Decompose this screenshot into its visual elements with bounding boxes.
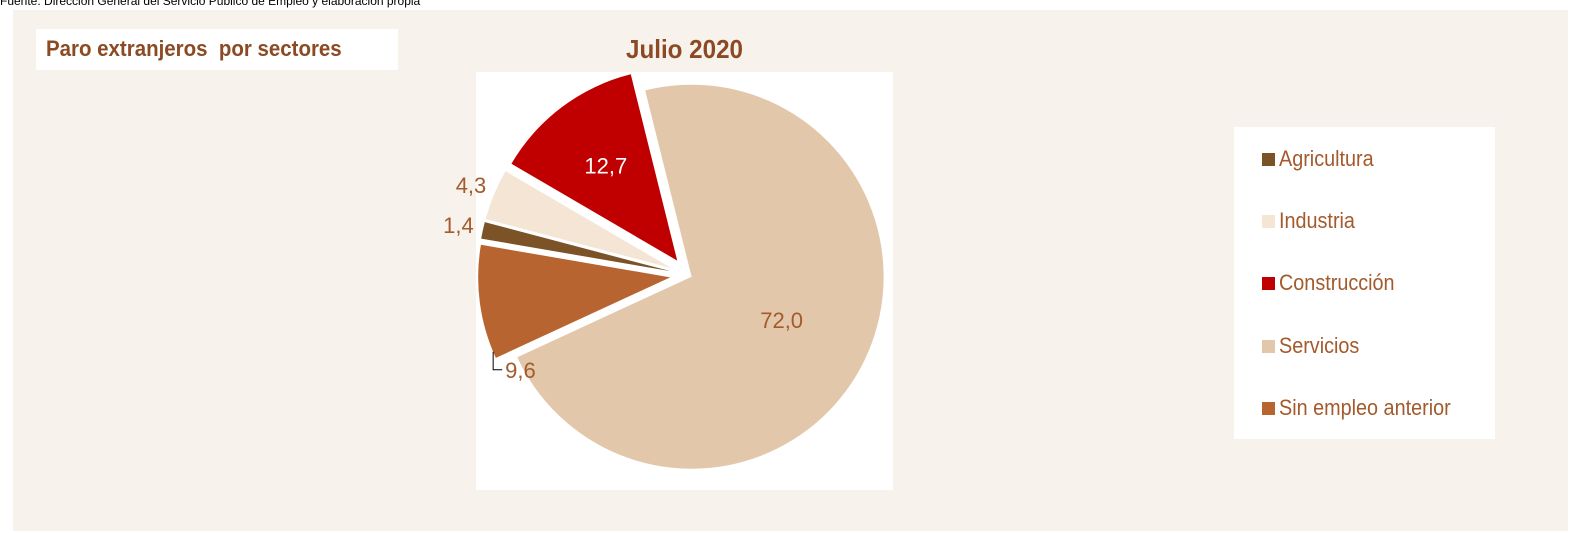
legend-label-sin-empleo-anterior: Sin empleo anterior bbox=[1279, 395, 1451, 420]
data-label-industria: 4,3 bbox=[456, 173, 487, 198]
legend-label-industria: Industria bbox=[1279, 208, 1355, 233]
chart-title: Julio 2020 bbox=[626, 34, 743, 64]
legend-swatch-sin-empleo-anterior bbox=[1262, 401, 1275, 415]
legend-label-servicios: Servicios bbox=[1279, 333, 1360, 358]
legend-item-agricultura: Agricultura bbox=[1262, 144, 1384, 174]
legend-label-agricultura: Agricultura bbox=[1279, 146, 1374, 171]
data-label-servicios: 72,0 bbox=[760, 308, 803, 333]
legend bbox=[1234, 127, 1495, 439]
panel-title-box bbox=[36, 29, 398, 70]
pie-slice-construccion bbox=[511, 74, 678, 261]
legend-swatch-industria bbox=[1262, 214, 1275, 228]
legend-item-servicios: Servicios bbox=[1262, 331, 1368, 361]
legend-item-sin-empleo-anterior: Sin empleo anterior bbox=[1262, 393, 1470, 423]
pie-slice-sin-empleo-anterior bbox=[478, 244, 671, 358]
data-label-sin-empleo-anterior: 9,6 bbox=[505, 358, 536, 383]
legend-item-construccion: Construcción bbox=[1262, 268, 1407, 298]
pie-slice-servicios bbox=[517, 84, 884, 469]
legend-item-industria: Industria bbox=[1262, 206, 1363, 236]
legend-swatch-servicios bbox=[1262, 339, 1275, 353]
data-label-agricultura: 1,4 bbox=[443, 213, 474, 238]
legend-label-construccion: Construcción bbox=[1279, 270, 1395, 295]
pie-slice-industria bbox=[485, 171, 672, 269]
source-note: Fuente: Dirección General del Servicio P… bbox=[0, 0, 421, 8]
data-label-construccion: 12,7 bbox=[584, 153, 627, 178]
pie-slice-agricultura bbox=[481, 222, 671, 272]
legend-swatch-construccion bbox=[1262, 276, 1275, 290]
legend-swatch-agricultura bbox=[1262, 152, 1275, 166]
leader-line-sin-empleo-anterior bbox=[492, 351, 503, 371]
panel-title: Paro extranjeros por sectores bbox=[46, 36, 342, 61]
